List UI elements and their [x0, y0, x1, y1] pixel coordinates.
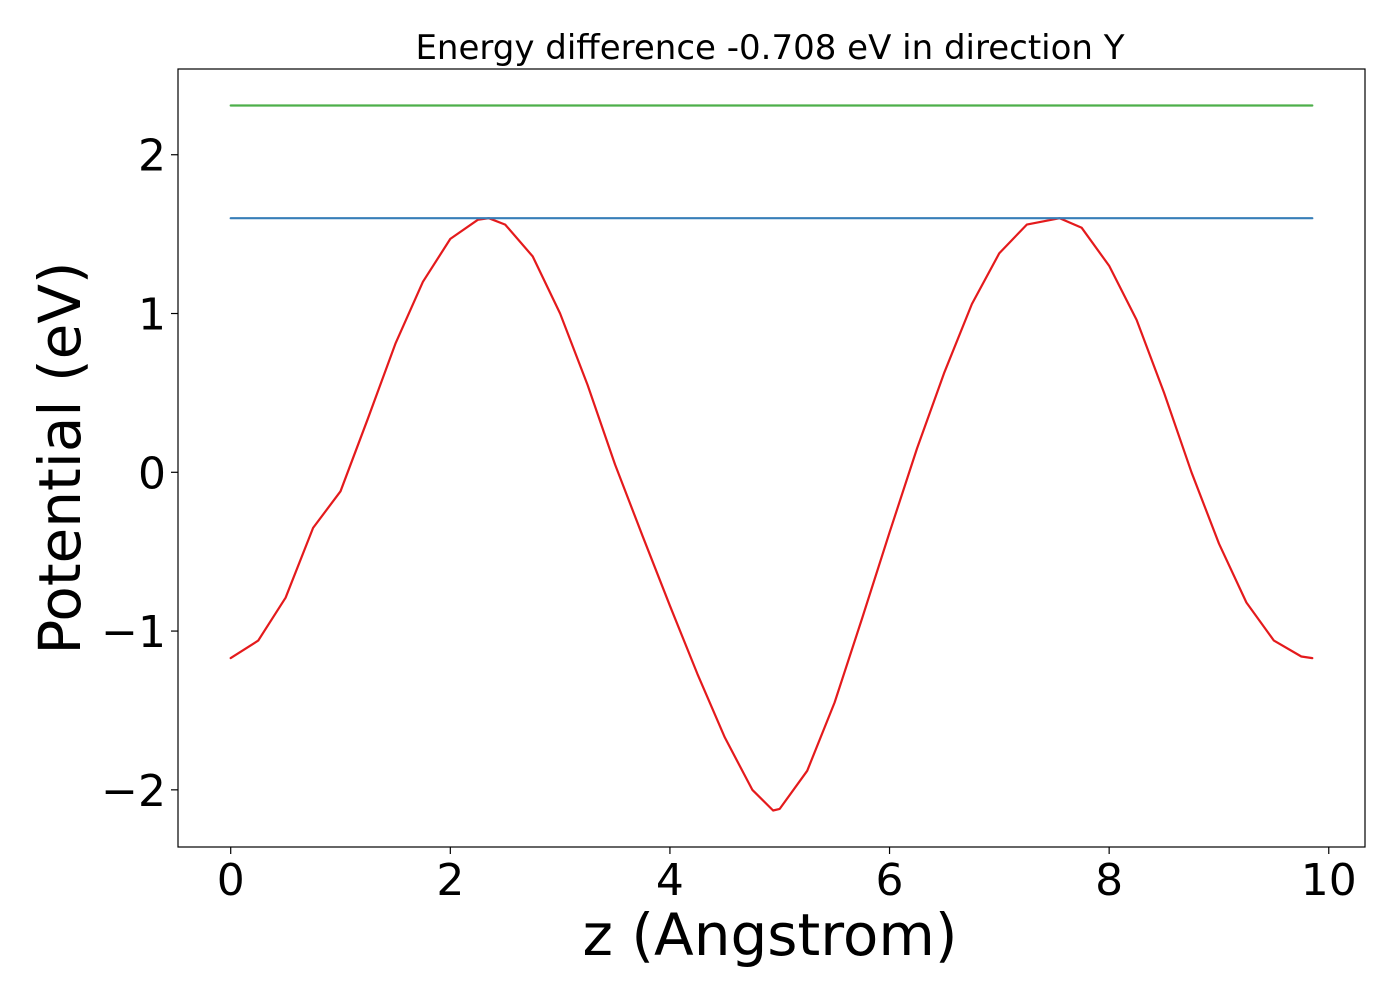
x-tick-label: 8 [1095, 855, 1123, 906]
x-axis: 0 2 4 6 8 10 [217, 847, 1357, 906]
x-tick-label: 6 [876, 855, 904, 906]
y-axis: −2 −1 0 1 2 [101, 131, 178, 817]
chart-title: Energy difference -0.708 eV in direction… [415, 28, 1124, 68]
x-tick-label: 0 [217, 855, 245, 906]
x-tick-label: 2 [436, 855, 464, 906]
x-tick-label: 10 [1301, 855, 1357, 906]
y-axis-title: Potential (eV) [26, 261, 94, 654]
y-tick-label: 0 [138, 448, 166, 499]
x-axis-title: z (Angstrom) [583, 901, 958, 969]
plot-frame [177, 68, 1366, 848]
y-tick-label: 2 [138, 131, 166, 182]
y-tick-label: 1 [138, 290, 166, 341]
y-tick-label: −1 [101, 607, 166, 658]
series-line-0 [229, 217, 1314, 812]
y-tick-label: −2 [101, 766, 166, 817]
x-tick-label: 4 [656, 855, 684, 906]
plot-area [177, 68, 1366, 848]
